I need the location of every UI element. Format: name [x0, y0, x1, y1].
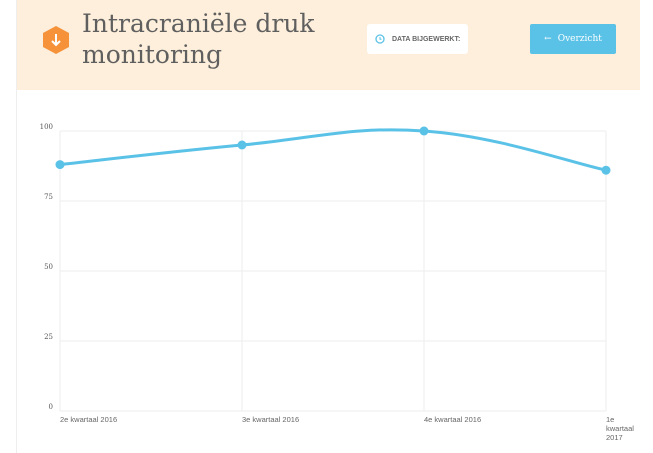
- y-tick-label: 0: [49, 403, 53, 411]
- clock-icon: [375, 34, 385, 44]
- y-tick-label: 25: [44, 333, 53, 341]
- data-point: [419, 126, 429, 136]
- x-tick-label: 2e kwartaal 2016: [60, 415, 117, 424]
- data-point: [601, 165, 611, 175]
- alert-down-icon: [43, 26, 69, 54]
- data-point: [55, 160, 65, 170]
- x-tick-label: 4e kwartaal 2016: [424, 415, 481, 424]
- page-title: Intracraniële druk monitoring: [82, 9, 315, 69]
- data-updated-label: DATA BIJGEWERKT:: [392, 35, 461, 43]
- x-tick-label: 1e kwartaal 2017: [606, 415, 634, 442]
- left-border: [16, 0, 17, 453]
- overview-label: Overzicht: [557, 34, 602, 44]
- y-tick-label: 75: [44, 193, 53, 201]
- arrow-left-icon: ←: [544, 34, 552, 44]
- data-updated-badge: DATA BIJGEWERKT:: [367, 24, 468, 54]
- data-point: [237, 140, 247, 150]
- y-tick-label: 50: [44, 263, 53, 271]
- overview-button[interactable]: ← Overzicht: [530, 24, 616, 54]
- series-line: [59, 128, 607, 172]
- x-tick-label: 3e kwartaal 2016: [242, 415, 299, 424]
- y-tick-label: 100: [40, 123, 53, 131]
